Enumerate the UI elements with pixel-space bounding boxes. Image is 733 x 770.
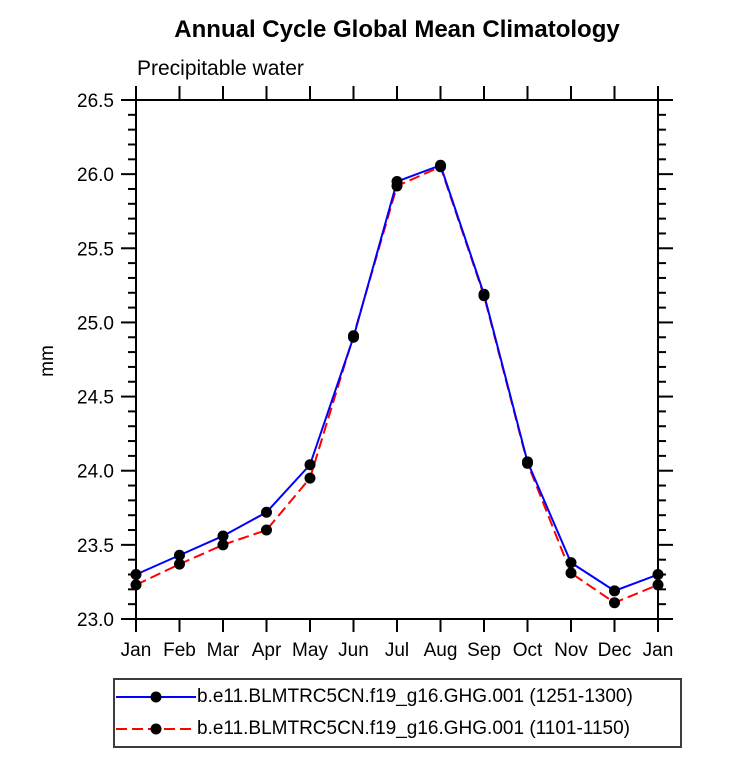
- legend-marker-icon: [150, 723, 162, 735]
- y-tick-label-23.0: 23.0: [77, 610, 114, 631]
- x-tick-labels: Jan Feb Mar Apr May Jun Jul Aug Sep Oct Nov Dec Jan: [121, 640, 674, 661]
- y-tick-label-25.0: 25.0: [77, 313, 114, 334]
- data-point-ghg-1101-1150-1: [174, 558, 185, 570]
- x-tick-label-7-Aug: Aug: [424, 640, 458, 661]
- data-point-ghg-1101-1150-8: [478, 290, 490, 302]
- data-point-ghg-1101-1150-3: [261, 524, 272, 536]
- y-tick-label-24.5: 24.5: [77, 388, 114, 409]
- y-tick-label-26.0: 26.0: [77, 165, 114, 186]
- x-tick-label-2-Mar: Mar: [207, 640, 240, 661]
- y-tick-labels: 23.0 23.5 24.0 24.5 25.0 25.5 26.0 26.5: [77, 91, 114, 631]
- chart-subtitle: Precipitable water: [137, 57, 304, 80]
- data-point-ghg-1251-1300-4: [304, 459, 316, 471]
- legend-line-sample-dashed: [116, 723, 196, 735]
- data-point-ghg-1101-1150-10: [565, 567, 577, 579]
- legend-marker-icon: [150, 691, 162, 703]
- data-point-ghg-1101-1150-9: [522, 457, 533, 469]
- y-tick-label-23.5: 23.5: [77, 536, 114, 557]
- legend-row-series-0: b.e11.BLMTRC5CN.f19_g16.GHG.001 (1251-13…: [115, 683, 680, 711]
- data-point-ghg-1101-1150-2: [217, 539, 229, 551]
- data-point-ghg-1101-1150-11: [609, 597, 620, 609]
- data-point-ghg-1101-1150-4: [304, 472, 316, 484]
- x-tick-label-8-Sep: Sep: [467, 640, 501, 661]
- data-point-ghg-1251-1300-11: [609, 585, 620, 597]
- data-point-ghg-1101-1150-12: [652, 579, 664, 591]
- data-point-ghg-1101-1150-0: [130, 579, 142, 591]
- series-markers-ghg-1101-1150: [130, 161, 664, 609]
- plot-frame-and-ticks: [121, 86, 673, 632]
- legend-label-series-1: b.e11.BLMTRC5CN.f19_g16.GHG.001 (1101-11…: [197, 717, 631, 739]
- legend-row-series-1: b.e11.BLMTRC5CN.f19_g16.GHG.001 (1101-11…: [115, 715, 680, 743]
- legend-label-series-0: b.e11.BLMTRC5CN.f19_g16.GHG.001 (1251-13…: [197, 686, 633, 708]
- legend: b.e11.BLMTRC5CN.f19_g16.GHG.001 (1251-13…: [113, 678, 682, 748]
- x-tick-label-5-Jun: Jun: [338, 640, 369, 661]
- data-point-ghg-1101-1150-7: [435, 161, 446, 173]
- y-tick-label-25.5: 25.5: [77, 239, 114, 260]
- data-point-ghg-1251-1300-12: [652, 569, 664, 581]
- data-point-ghg-1101-1150-6: [391, 180, 403, 192]
- data-point-ghg-1251-1300-10: [565, 557, 577, 569]
- x-tick-label-11-Dec: Dec: [598, 640, 632, 661]
- x-tick-label-1-Feb: Feb: [163, 640, 196, 661]
- legend-line-sample-solid: [116, 691, 196, 703]
- x-tick-label-10-Nov: Nov: [554, 640, 588, 661]
- x-tick-label-6-Jul: Jul: [385, 640, 409, 661]
- data-point-ghg-1101-1150-5: [348, 330, 359, 342]
- chart-title: Annual Cycle Global Mean Climatology: [174, 16, 620, 43]
- data-point-ghg-1251-1300-1: [174, 549, 185, 561]
- x-tick-label-3-Apr: Apr: [252, 640, 282, 661]
- data-point-ghg-1251-1300-3: [261, 506, 272, 518]
- data-point-ghg-1251-1300-0: [130, 569, 142, 581]
- series-line-ghg-1101-1150: [135, 165, 659, 604]
- y-tick-label-24.0: 24.0: [77, 462, 114, 483]
- x-tick-label-9-Oct: Oct: [513, 640, 543, 661]
- series-markers-ghg-1251-1300: [130, 159, 664, 597]
- data-point-ghg-1251-1300-2: [217, 530, 229, 542]
- x-tick-label-12-Jan: Jan: [643, 640, 674, 661]
- x-tick-label-0-Jan: Jan: [121, 640, 152, 661]
- x-tick-label-4-May: May: [292, 640, 328, 661]
- y-tick-label-26.5: 26.5: [77, 91, 114, 112]
- series-line-ghg-1251-1300: [135, 163, 659, 592]
